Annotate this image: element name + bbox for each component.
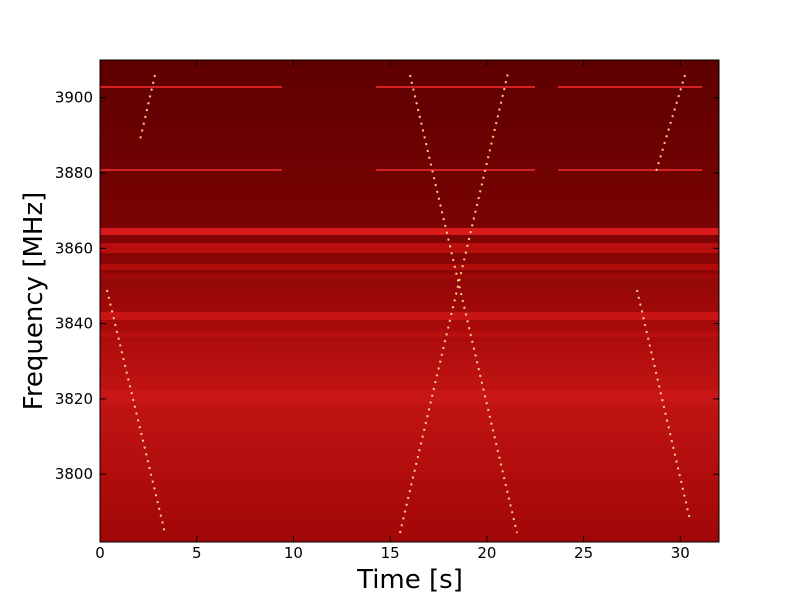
y-tick-label: 3840: [55, 315, 93, 333]
x-axis-label: Time [s]: [356, 565, 463, 595]
spectrogram-image: [99, 59, 720, 543]
x-tick-label: 10: [284, 544, 303, 562]
y-tick-label: 3820: [55, 390, 93, 408]
x-tick-label: 15: [381, 544, 400, 562]
y-tick-label: 3860: [55, 239, 93, 257]
x-tick-label: 20: [477, 544, 496, 562]
y-tick-label: 3800: [55, 465, 93, 483]
y-tick-label: 3880: [55, 164, 93, 182]
y-tick-label: 3900: [55, 89, 93, 107]
x-tick-label: 0: [95, 544, 105, 562]
x-tick-label: 30: [671, 544, 690, 562]
x-tick-label: 25: [574, 544, 593, 562]
y-axis-label: Frequency [MHz]: [19, 192, 49, 411]
x-tick-label: 5: [192, 544, 202, 562]
